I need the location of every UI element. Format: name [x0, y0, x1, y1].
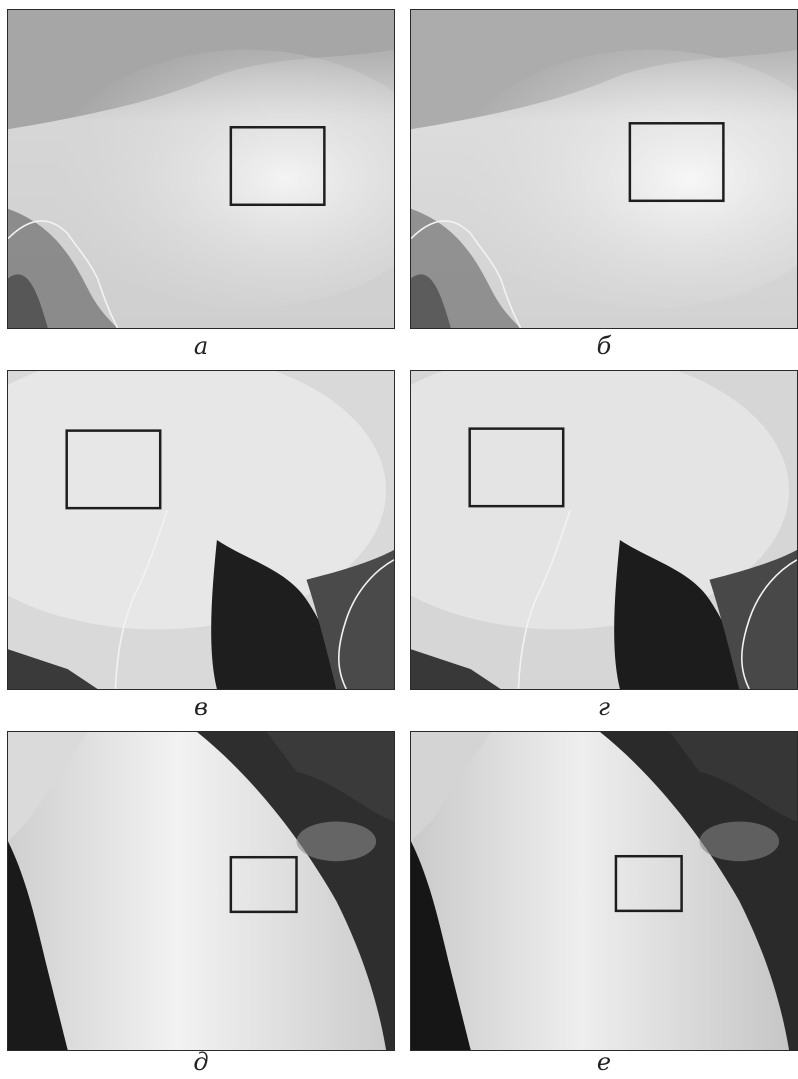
satellite-image-g — [410, 370, 798, 690]
region-of-interest-box — [468, 427, 565, 508]
panel-label-e: е — [596, 1048, 612, 1076]
satellite-image-v — [7, 370, 395, 690]
region-of-interest-box — [614, 854, 683, 913]
panel-label-d: д — [193, 1048, 209, 1076]
region-of-interest-box — [229, 126, 326, 207]
satellite-image-b — [410, 9, 798, 329]
region-of-interest-box — [229, 855, 298, 914]
panel-label-a: а — [193, 332, 209, 360]
satellite-image-e — [410, 731, 798, 1051]
panel-label-v: в — [194, 693, 208, 721]
panel-label-g: г — [597, 693, 611, 721]
satellite-image-a — [7, 9, 395, 329]
region-of-interest-box — [65, 429, 162, 510]
satellite-image-d — [7, 731, 395, 1051]
panel-label-b: б — [596, 332, 612, 360]
region-of-interest-box — [628, 122, 725, 203]
